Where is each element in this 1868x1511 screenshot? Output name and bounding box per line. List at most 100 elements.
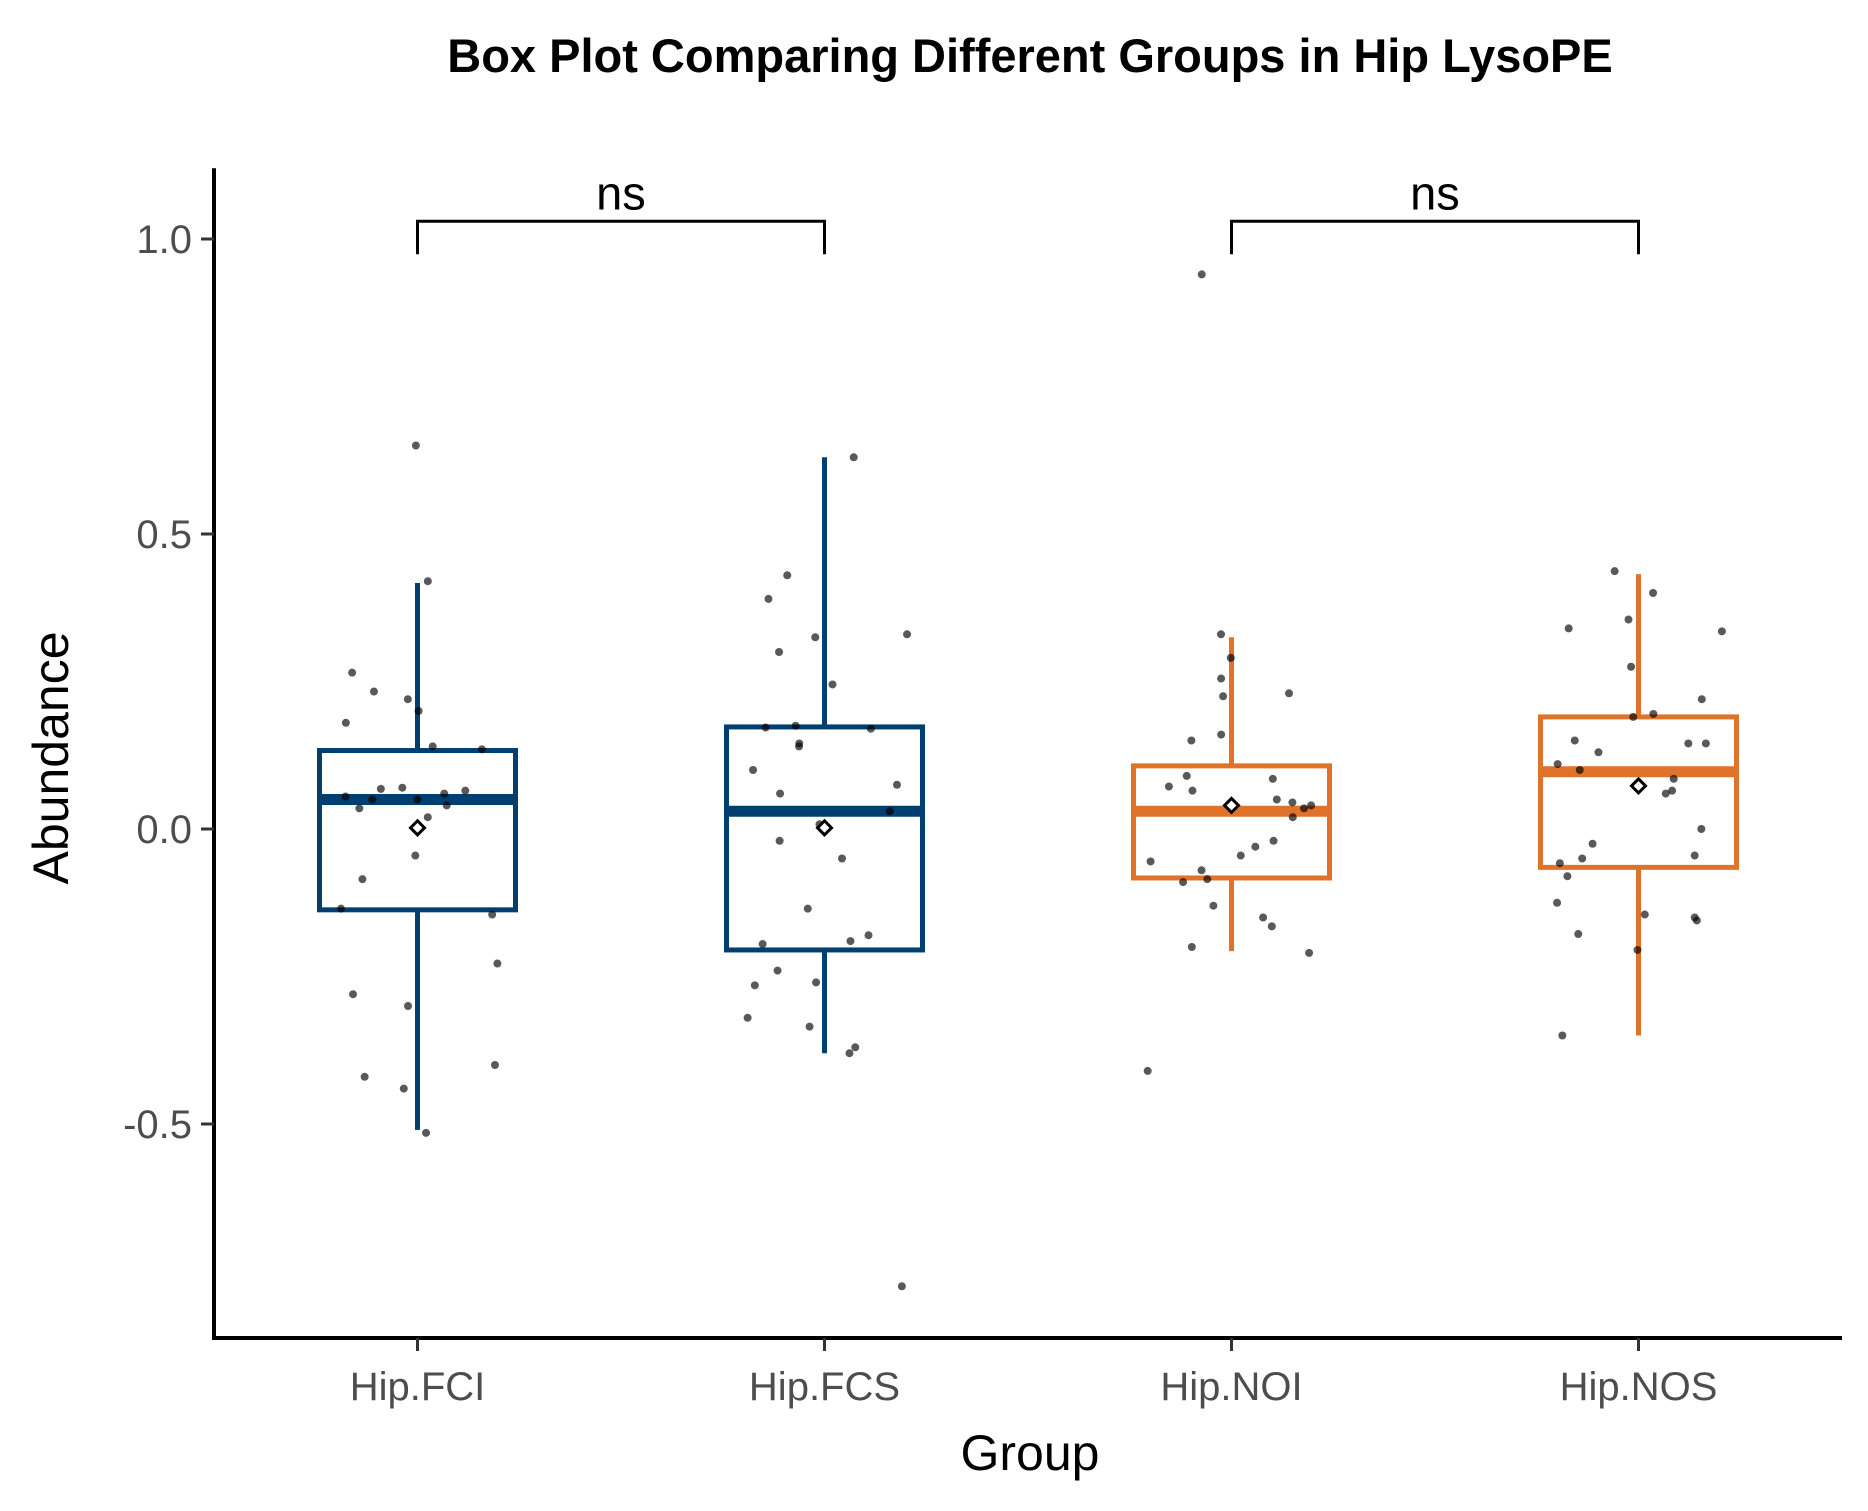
- x-tick-label: Hip.FCS: [749, 1365, 900, 1409]
- data-point: [337, 904, 346, 913]
- data-point: [1217, 630, 1226, 639]
- x-tick-label: Hip.NOS: [1560, 1365, 1718, 1409]
- mean-marker: [815, 818, 834, 837]
- data-point: [1288, 798, 1297, 807]
- data-point: [1288, 813, 1297, 822]
- data-point: [348, 668, 357, 677]
- mean-marker: [1222, 796, 1241, 815]
- data-point: [849, 453, 858, 462]
- data-point: [461, 786, 470, 795]
- data-point: [411, 851, 420, 860]
- data-point: [749, 766, 758, 774]
- data-point: [1307, 801, 1316, 810]
- data-point: [1164, 782, 1173, 791]
- data-point: [1553, 760, 1562, 769]
- x-axis-title: Group: [961, 1425, 1100, 1481]
- plot-area: -0.5 0.0 0.5 1.0 Hip.FCI Hip.FCS Hip.NOI Hip.NO…: [123, 166, 1842, 1409]
- data-point: [1251, 842, 1260, 851]
- data-point: [1197, 270, 1206, 279]
- data-point: [1305, 948, 1314, 957]
- data-point: [1226, 653, 1235, 662]
- data-point: [1575, 766, 1584, 774]
- data-point: [1300, 804, 1309, 813]
- data-point: [1690, 851, 1699, 860]
- data-point: [442, 801, 451, 810]
- data-point: [897, 1282, 906, 1291]
- data-point: [358, 875, 367, 884]
- data-point: [764, 594, 773, 603]
- data-point: [1564, 624, 1573, 633]
- data-point: [1661, 789, 1670, 798]
- data-point: [1624, 615, 1633, 624]
- significance-bracket: [1230, 219, 1640, 255]
- data-point: [828, 680, 837, 689]
- data-point: [775, 836, 784, 845]
- data-point: [1610, 567, 1619, 576]
- data-point: [864, 931, 873, 940]
- data-point: [423, 577, 432, 586]
- data-point: [791, 721, 800, 730]
- data-point: [750, 981, 759, 990]
- mean-marker: [1629, 776, 1648, 796]
- data-point: [477, 745, 486, 754]
- y-axis-title: Abundance: [23, 631, 79, 884]
- data-point: [1574, 930, 1583, 939]
- data-point: [1588, 839, 1597, 848]
- data-point: [1269, 836, 1278, 845]
- x-tick-label: Hip.FCI: [350, 1365, 486, 1409]
- data-point: [866, 724, 875, 733]
- data-point: [423, 813, 432, 822]
- data-point: [903, 630, 912, 639]
- data-point: [1187, 736, 1196, 745]
- data-point: [743, 1013, 752, 1022]
- data-point: [1182, 771, 1191, 780]
- data-point: [399, 1084, 408, 1093]
- data-point: [1684, 739, 1693, 748]
- data-point: [783, 571, 792, 580]
- data-point: [493, 959, 502, 968]
- significance-label: ns: [1410, 166, 1460, 219]
- significance-label: ns: [596, 166, 646, 219]
- data-point: [1629, 712, 1638, 721]
- data-point: [1692, 916, 1701, 925]
- data-point: [838, 854, 847, 863]
- data-point: [414, 707, 423, 715]
- data-point: [892, 780, 901, 789]
- data-point: [404, 1002, 413, 1010]
- significance-bracket: [416, 219, 826, 255]
- chart-title: Box Plot Comparing Different Groups in H…: [447, 29, 1613, 82]
- data-point: [1578, 854, 1587, 863]
- data-point: [812, 978, 821, 987]
- data-point: [1272, 795, 1281, 804]
- data-point: [1701, 739, 1710, 748]
- data-point: [349, 990, 358, 999]
- data-point: [488, 910, 497, 919]
- data-point: [341, 718, 350, 727]
- data-point: [403, 695, 412, 704]
- data-point: [1143, 1066, 1152, 1075]
- data-point: [1217, 730, 1226, 739]
- data-point: [355, 804, 364, 813]
- data-point: [1268, 774, 1277, 783]
- y-tick-label: 0.0: [136, 808, 192, 852]
- data-point: [1209, 901, 1218, 910]
- data-point: [1285, 689, 1294, 698]
- data-point: [1188, 786, 1197, 795]
- data-point: [1179, 878, 1188, 887]
- data-point: [761, 723, 770, 732]
- data-point: [1640, 910, 1649, 919]
- data-point: [376, 784, 385, 793]
- data-point: [1633, 945, 1642, 954]
- y-tick-label: -0.5: [123, 1103, 192, 1147]
- data-point: [1236, 851, 1245, 860]
- data-point: [440, 789, 449, 798]
- data-point: [846, 937, 855, 946]
- data-point: [490, 1061, 499, 1069]
- data-point: [775, 648, 784, 656]
- data-point: [845, 1049, 854, 1058]
- data-point: [803, 904, 812, 913]
- data-point: [422, 1128, 431, 1137]
- data-point: [1563, 872, 1572, 881]
